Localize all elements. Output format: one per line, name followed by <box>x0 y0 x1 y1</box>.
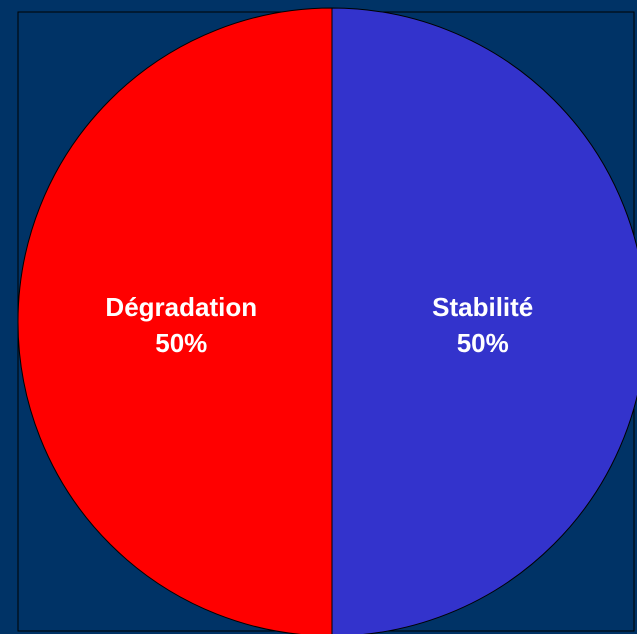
pie-slice-1 <box>331 7 637 634</box>
slice-percent-label-0: 50% <box>155 328 207 358</box>
slice-label-0: Dégradation <box>105 292 257 322</box>
slice-label-1: Stabilité <box>432 292 533 322</box>
pie-slice-0 <box>17 7 333 634</box>
slice-percent-label-1: 50% <box>457 328 509 358</box>
